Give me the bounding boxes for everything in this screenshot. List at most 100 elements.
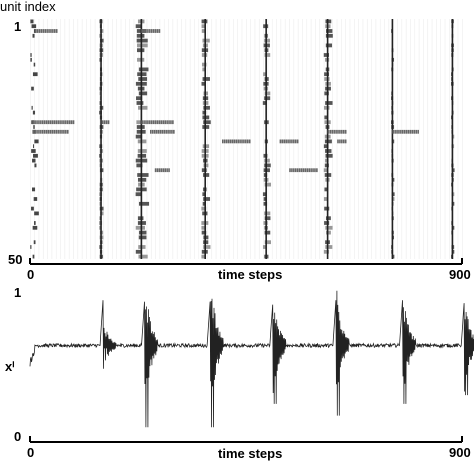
raster-background-column: [263, 19, 264, 259]
raster-spike: [136, 96, 143, 101]
raster-spike: [32, 187, 36, 192]
raster-run-segment: [400, 129, 402, 134]
raster-event-line: [391, 19, 394, 259]
raster-spike: [33, 240, 36, 245]
raster-background-column: [341, 19, 342, 259]
raster-run-segment: [413, 129, 416, 134]
raster-run-segment: [49, 129, 52, 134]
raster-background-column: [68, 19, 70, 259]
raster-run-segment: [59, 129, 61, 134]
raster-run-segment: [409, 129, 412, 134]
trace-y-tick-bottom: 0: [14, 429, 22, 444]
raster-spike: [201, 206, 207, 211]
raster-run-segment: [47, 129, 50, 134]
raster-spike: [136, 101, 144, 105]
raster-spike: [136, 163, 143, 168]
raster-run-segment: [298, 168, 301, 173]
raster-x-axis-title: time steps: [218, 267, 283, 282]
raster-spike: [264, 163, 271, 168]
raster-spike: [325, 245, 333, 249]
raster-spike: [323, 249, 330, 254]
raster-spike: [201, 81, 206, 86]
raster-run-segment: [165, 129, 167, 134]
raster-run-segment: [302, 168, 305, 173]
raster-spike: [323, 144, 329, 149]
raster-run-segment: [47, 120, 50, 125]
raster-background-column: [228, 19, 230, 259]
raster-spike: [202, 77, 210, 81]
raster-run-segment: [285, 139, 287, 144]
raster-background-column: [293, 19, 295, 259]
raster-spike: [135, 249, 141, 254]
raster-run-segment: [45, 120, 48, 125]
raster-spike: [30, 57, 32, 62]
raster-run-segment: [283, 139, 286, 144]
raster-background-column: [246, 19, 247, 259]
raster-spike: [99, 225, 102, 230]
raster-background-column: [47, 19, 48, 259]
raster-plot: [30, 19, 463, 259]
raster-run-segment: [173, 129, 175, 134]
raster-spike: [325, 29, 333, 33]
raster-background-column: [215, 19, 217, 259]
raster-spike: [325, 33, 333, 38]
raster-background-column: [60, 19, 61, 259]
raster-run-segment: [154, 168, 157, 173]
raster-background-column: [146, 19, 148, 259]
raster-run-segment: [333, 129, 335, 134]
raster-spike: [33, 62, 36, 67]
raster-background-column: [319, 19, 321, 259]
raster-background-column: [302, 19, 303, 259]
raster-run-segment: [147, 29, 149, 33]
raster-run-segment: [304, 168, 307, 173]
raster-background-column: [423, 19, 424, 259]
raster-run-segment: [281, 139, 284, 144]
raster-background-column: [453, 19, 454, 259]
raster-spike: [262, 245, 266, 249]
raster-run-segment: [339, 139, 341, 144]
raster-run-segment: [342, 139, 345, 144]
raster-spike: [203, 120, 211, 125]
raster-background-column: [73, 19, 74, 259]
raster-spike: [31, 206, 34, 211]
raster-run-segment: [102, 120, 104, 125]
raster-spike: [138, 201, 150, 206]
raster-run-segment: [248, 139, 251, 144]
raster-spike: [202, 67, 206, 72]
raster-run-segment: [287, 139, 289, 144]
raster-background-column: [90, 19, 92, 259]
raster-x-axis: [29, 258, 463, 265]
raster-background-column: [150, 19, 152, 259]
raster-run-segment: [143, 29, 145, 33]
raster-run-segment: [45, 129, 48, 134]
raster-spike: [33, 125, 35, 129]
raster-spike: [138, 254, 148, 259]
raster-background-column: [354, 19, 355, 259]
raster-spike: [202, 192, 206, 197]
raster-run-segment: [158, 29, 161, 33]
raster-run-segment: [32, 120, 34, 125]
raster-run-segment: [294, 139, 297, 144]
raster-background-column: [384, 19, 385, 259]
raster-spike: [135, 192, 141, 197]
trace-y-axis-title: xⁱ: [5, 359, 15, 374]
raster-background-column: [142, 19, 143, 259]
raster-spike: [264, 91, 271, 96]
raster-run-segment: [417, 129, 419, 134]
raster-spike: [138, 91, 148, 96]
raster-background-column: [254, 19, 256, 259]
raster-background-column: [276, 19, 277, 259]
raster-spike: [324, 187, 329, 192]
raster-spike: [264, 216, 271, 221]
raster-run-segment: [245, 139, 247, 144]
raster-run-segment: [154, 120, 157, 125]
raster-run-segment: [153, 129, 156, 134]
raster-background-column: [440, 19, 441, 259]
raster-spike: [324, 91, 329, 96]
raster-run-segment: [172, 120, 174, 125]
raster-run-segment: [66, 120, 69, 125]
raster-run-segment: [237, 139, 239, 144]
raster-run-segment: [396, 129, 398, 134]
raster-run-segment: [44, 29, 46, 33]
raster-spike: [201, 230, 207, 235]
